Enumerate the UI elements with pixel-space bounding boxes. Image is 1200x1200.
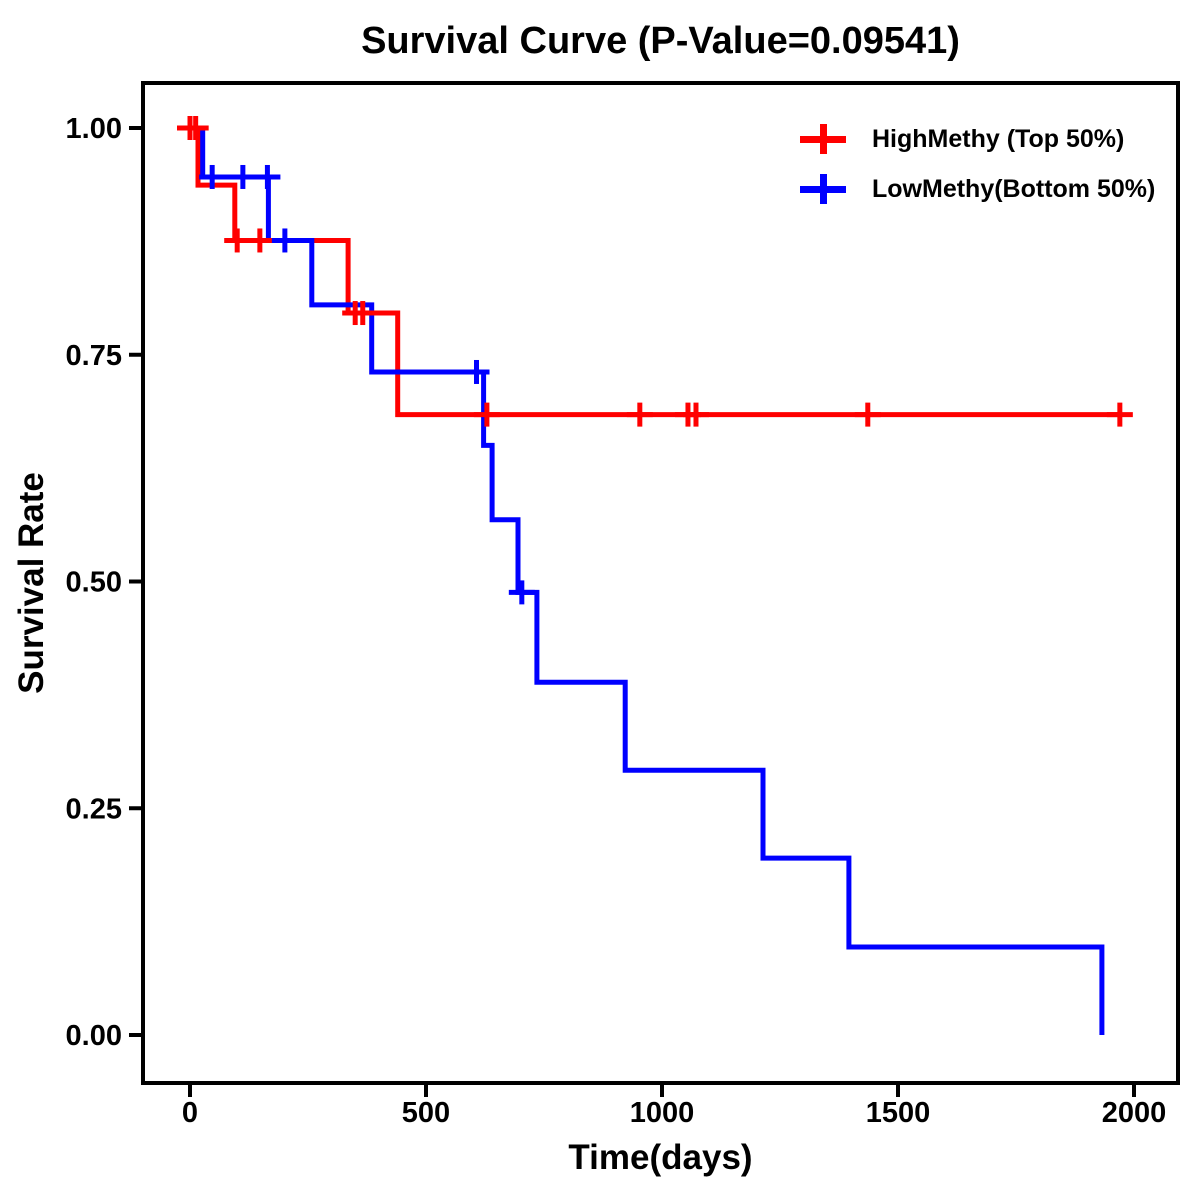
plot-border [141, 81, 1180, 1085]
censor-plus-icon [800, 122, 846, 156]
y-tick-label: 0.50 [66, 567, 122, 599]
y-tick-label: 0.25 [66, 793, 122, 825]
x-tick-label: 500 [402, 1097, 450, 1129]
legend-label-lowmethy: LowMethy(Bottom 50%) [872, 174, 1156, 203]
x-tick-label: 2000 [1102, 1097, 1167, 1129]
survival-curve-lowmethy [190, 125, 1105, 1035]
legend-item-lowmethy: LowMethy(Bottom 50%) [800, 164, 1155, 214]
censor-plus-icon [800, 172, 846, 206]
y-tick-label: 1.00 [66, 113, 122, 145]
x-axis-label: Time(days) [568, 1138, 753, 1177]
x-tick-label: 1500 [866, 1097, 931, 1129]
legend-label-highmethy: HighMethy (Top 50%) [872, 124, 1125, 153]
y-tick-label: 0.75 [66, 340, 122, 372]
y-tick-label: 0.00 [66, 1020, 122, 1052]
legend-item-highmethy: HighMethy (Top 50%) [800, 114, 1155, 164]
chart-title: Survival Curve (P-Value=0.09541) [361, 20, 960, 62]
x-tick-label: 1000 [630, 1097, 695, 1129]
legend: HighMethy (Top 50%) LowMethy(Bottom 50%) [800, 114, 1155, 214]
x-tick-label: 0 [182, 1097, 198, 1129]
